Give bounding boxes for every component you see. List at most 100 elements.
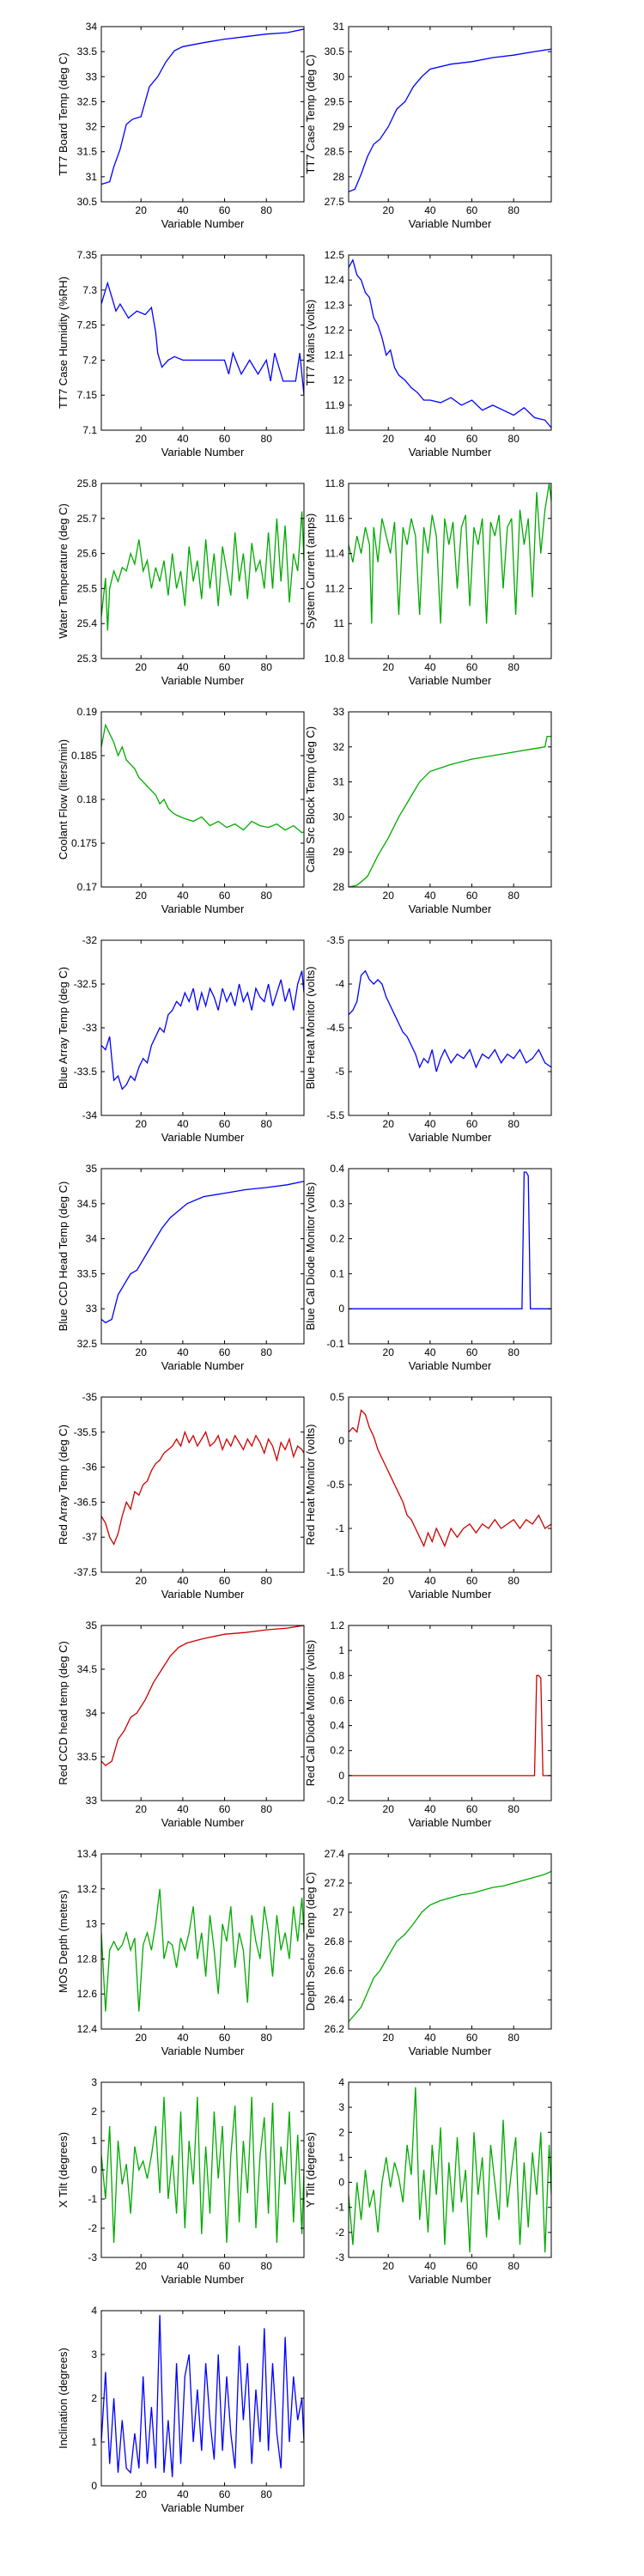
axes-box bbox=[100, 939, 305, 1116]
y-tick-label: -32.5 bbox=[74, 978, 98, 990]
x-axis-label: Variable Number bbox=[161, 446, 245, 459]
y-tick-label: 3 bbox=[338, 2101, 344, 2113]
series-line bbox=[101, 970, 304, 1091]
x-tick-label: 40 bbox=[424, 2260, 436, 2272]
y-tick-label: 11.6 bbox=[325, 513, 345, 525]
y-tick-label: -37 bbox=[82, 1531, 98, 1543]
y-tick-label: -1.5 bbox=[326, 1566, 344, 1578]
x-tick-label: 60 bbox=[219, 1575, 231, 1587]
y-axis-label: Red Cal Diode Monitor (volts) bbox=[304, 1640, 317, 1787]
y-tick-label: 33.5 bbox=[77, 1267, 98, 1279]
y-tick-label: 1 bbox=[91, 2135, 97, 2147]
y-tick-label: 0.4 bbox=[330, 1720, 344, 1732]
series-line bbox=[101, 28, 304, 185]
chart-panel: 20 40 60 80 32.5 33 33.5 34 34.5 35 Variable Numbe… bbox=[57, 1163, 305, 1372]
axes-box bbox=[100, 483, 305, 659]
x-tick-label: 40 bbox=[177, 1118, 189, 1130]
x-tick-label: 20 bbox=[136, 2488, 148, 2500]
y-tick-label: 1.2 bbox=[330, 1619, 344, 1631]
x-tick-label: 80 bbox=[261, 890, 273, 902]
x-tick-label: 60 bbox=[219, 1346, 231, 1358]
y-tick-label: 3 bbox=[91, 2076, 97, 2088]
x-tick-label: 20 bbox=[383, 1803, 395, 1815]
chart-panel: 20 40 60 80 -3 -2 -1 0 1 2 3 Variable Number X Tilt … bbox=[57, 2076, 305, 2286]
y-tick-label: 0 bbox=[338, 2177, 344, 2189]
x-tick-label: 60 bbox=[219, 890, 231, 902]
x-tick-label: 80 bbox=[508, 1118, 520, 1130]
x-axis-label: Variable Number bbox=[161, 2044, 245, 2057]
x-tick-label: 40 bbox=[177, 433, 189, 445]
x-tick-label: 40 bbox=[177, 890, 189, 902]
series-line bbox=[349, 735, 551, 887]
y-tick-label: 0.18 bbox=[77, 793, 98, 805]
y-tick-label: 0.5 bbox=[330, 1391, 344, 1403]
y-tick-label: 34 bbox=[86, 21, 98, 33]
series-line bbox=[101, 511, 304, 631]
y-tick-label: 7.3 bbox=[82, 284, 97, 296]
x-tick-label: 40 bbox=[424, 1118, 436, 1130]
y-tick-label: 31 bbox=[333, 776, 345, 788]
x-tick-label: 20 bbox=[383, 2032, 395, 2044]
y-tick-label: 11.4 bbox=[325, 548, 345, 560]
y-tick-label: 0.6 bbox=[330, 1694, 344, 1706]
y-tick-label: -1 bbox=[335, 1522, 344, 1534]
x-tick-label: 60 bbox=[466, 204, 478, 216]
y-tick-label: 11.2 bbox=[325, 582, 345, 594]
y-tick-label: -1 bbox=[88, 2193, 97, 2205]
x-tick-label: 80 bbox=[508, 890, 520, 902]
y-tick-label: 4 bbox=[91, 2305, 97, 2317]
x-tick-label: 20 bbox=[383, 433, 395, 445]
axes-box bbox=[348, 483, 552, 659]
x-tick-label: 60 bbox=[466, 2032, 478, 2044]
y-axis-label: Coolant Flow (liters/min) bbox=[57, 739, 70, 860]
series-line bbox=[101, 723, 304, 834]
chart-panel: 20 40 60 80 0 1 2 3 4 Variable Number Inclination … bbox=[57, 2305, 305, 2514]
y-tick-label: 29 bbox=[333, 121, 345, 133]
x-tick-label: 80 bbox=[508, 661, 520, 673]
x-tick-label: 60 bbox=[466, 433, 478, 445]
y-tick-label: 28 bbox=[333, 881, 345, 893]
y-tick-label: 31 bbox=[333, 21, 345, 33]
y-tick-label: -0.2 bbox=[326, 1795, 344, 1807]
y-tick-label: 13 bbox=[86, 1918, 98, 1930]
y-tick-label: 33.5 bbox=[77, 46, 98, 58]
x-tick-label: 60 bbox=[466, 2260, 478, 2272]
chart-panel: 20 40 60 80 10.8 11 11.2 11.4 11.6 11.8 Variable N… bbox=[304, 477, 552, 687]
x-tick-label: 80 bbox=[508, 1803, 520, 1815]
x-tick-label: 20 bbox=[136, 1346, 148, 1358]
x-axis-label: Variable Number bbox=[409, 902, 492, 915]
x-tick-label: 60 bbox=[219, 433, 231, 445]
series-line bbox=[101, 1430, 304, 1546]
y-tick-label: 30.5 bbox=[77, 196, 98, 208]
y-axis-label: Inclination (degrees) bbox=[57, 2348, 70, 2449]
x-tick-label: 40 bbox=[424, 204, 436, 216]
series-line bbox=[101, 1625, 304, 1767]
axes-box bbox=[100, 1625, 305, 1801]
y-tick-label: 34 bbox=[86, 1707, 98, 1719]
y-tick-label: 11.8 bbox=[325, 424, 345, 436]
x-tick-label: 40 bbox=[177, 1575, 189, 1587]
y-tick-label: -0.1 bbox=[326, 1338, 344, 1350]
y-tick-label: 13.2 bbox=[77, 1883, 98, 1895]
x-tick-label: 20 bbox=[383, 1118, 395, 1130]
y-tick-label: 29.5 bbox=[325, 95, 345, 107]
y-tick-label: -33 bbox=[82, 1022, 98, 1034]
series-line bbox=[101, 1888, 304, 2012]
y-tick-label: -5 bbox=[335, 1066, 344, 1078]
x-tick-label: 40 bbox=[177, 661, 189, 673]
x-tick-label: 20 bbox=[383, 1575, 395, 1587]
y-tick-label: 25.7 bbox=[77, 513, 98, 525]
x-tick-label: 80 bbox=[508, 1346, 520, 1358]
y-tick-label: 29 bbox=[333, 846, 345, 858]
axes-box bbox=[348, 939, 552, 1116]
chart-panel: 20 40 60 80 25.3 25.4 25.5 25.6 25.7 25.8 Variable… bbox=[57, 477, 305, 687]
y-axis-label: Calib Src Block Temp (deg C) bbox=[304, 726, 317, 872]
series-line bbox=[349, 258, 551, 428]
axes-box bbox=[348, 711, 552, 888]
y-axis-label: Water Temperature (deg C) bbox=[57, 503, 70, 639]
y-tick-label: -36.5 bbox=[74, 1496, 98, 1508]
y-tick-label: 12.4 bbox=[77, 2023, 98, 2035]
y-axis-label: Red Heat Monitor (volts) bbox=[304, 1425, 317, 1546]
chart-panel: 20 40 60 80 28 29 30 31 32 33 Variable Number Calib… bbox=[304, 706, 552, 915]
